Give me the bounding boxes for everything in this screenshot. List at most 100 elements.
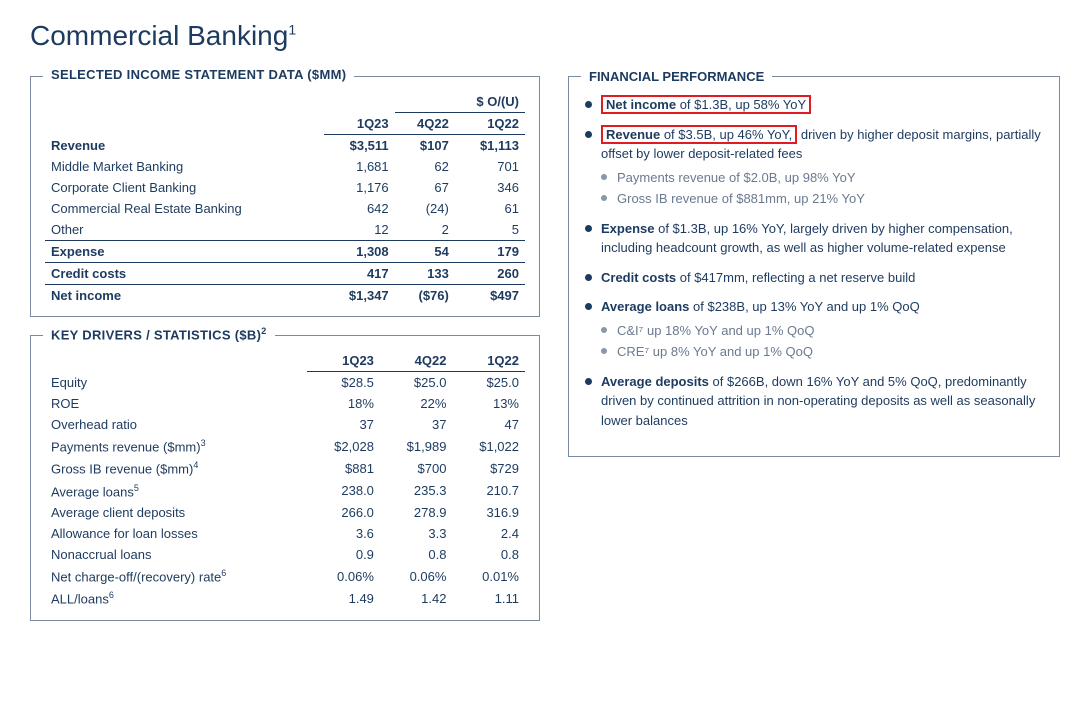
row-value: 13% — [452, 393, 525, 414]
sub-bullets: C&I⁷ up 18% YoY and up 1% QoQCRE⁷ up 8% … — [601, 321, 1043, 362]
highlight-box: Revenue of $3.5B, up 46% YoY, — [601, 125, 797, 144]
row-value: 346 — [455, 177, 525, 198]
table-row: Payments revenue ($mm)3$2,028$1,989$1,02… — [45, 435, 525, 457]
row-value: 37 — [380, 414, 453, 435]
row-value: 1.11 — [452, 587, 525, 609]
row-value: 62 — [395, 156, 455, 177]
table-row: Allowance for loan losses3.63.32.4 — [45, 523, 525, 544]
drivers-col-0: 1Q23 — [307, 350, 380, 372]
content-columns: SELECTED INCOME STATEMENT DATA ($MM) $ O… — [30, 76, 1060, 639]
row-value: 2.4 — [452, 523, 525, 544]
row-label: ALL/loans6 — [45, 587, 307, 609]
row-label: Allowance for loan losses — [45, 523, 307, 544]
performance-bullet: Average deposits of $266B, down 16% YoY … — [585, 372, 1043, 431]
row-value: $729 — [452, 457, 525, 479]
row-label: Equity — [45, 372, 307, 394]
row-value: $1,113 — [455, 135, 525, 157]
row-value: $25.0 — [452, 372, 525, 394]
table-row: Credit costs417133260 — [45, 263, 525, 285]
row-value: 133 — [395, 263, 455, 285]
row-value: 642 — [324, 198, 395, 219]
performance-bullet: Expense of $1.3B, up 16% YoY, largely dr… — [585, 219, 1043, 258]
page-title-text: Commercial Banking — [30, 20, 288, 51]
row-value: 3.3 — [380, 523, 453, 544]
table-row: Overhead ratio373747 — [45, 414, 525, 435]
income-col-headers: 1Q23 4Q22 1Q22 — [45, 113, 525, 135]
table-row: Middle Market Banking1,68162701 — [45, 156, 525, 177]
row-value: 37 — [307, 414, 380, 435]
row-label: Net charge-off/(recovery) rate6 — [45, 565, 307, 587]
drivers-col-1: 4Q22 — [380, 350, 453, 372]
drivers-panel-title: KEY DRIVERS / STATISTICS ($B)2 — [43, 326, 275, 342]
row-value: 1,308 — [324, 241, 395, 263]
drivers-table: 1Q23 4Q22 1Q22 Equity$28.5$25.0$25.0ROE1… — [45, 350, 525, 610]
row-value: 1,176 — [324, 177, 395, 198]
row-label: Expense — [45, 241, 324, 263]
row-label: Commercial Real Estate Banking — [45, 198, 324, 219]
income-table: $ O/(U) 1Q23 4Q22 1Q22 Revenue$3,511$107… — [45, 91, 525, 306]
row-label: Average loans5 — [45, 480, 307, 502]
row-value: 0.8 — [452, 544, 525, 565]
drivers-panel: KEY DRIVERS / STATISTICS ($B)2 1Q23 4Q22… — [30, 335, 540, 621]
row-label: Other — [45, 219, 324, 241]
sub-bullet: C&I⁷ up 18% YoY and up 1% QoQ — [601, 321, 1043, 341]
sub-bullets: Payments revenue of $2.0B, up 98% YoYGro… — [601, 168, 1043, 209]
row-value: 278.9 — [380, 502, 453, 523]
performance-panel-title: FINANCIAL PERFORMANCE — [581, 67, 772, 87]
sub-bullet: CRE⁷ up 8% YoY and up 1% QoQ — [601, 342, 1043, 362]
table-row: Average loans5238.0235.3210.7 — [45, 480, 525, 502]
income-col-0: 1Q23 — [324, 113, 395, 135]
row-value: 61 — [455, 198, 525, 219]
row-label: Payments revenue ($mm)3 — [45, 435, 307, 457]
performance-panel: FINANCIAL PERFORMANCE Net income of $1.3… — [568, 76, 1060, 457]
row-value: 12 — [324, 219, 395, 241]
income-super-header: $ O/(U) — [45, 91, 525, 113]
row-value: 179 — [455, 241, 525, 263]
row-label: Middle Market Banking — [45, 156, 324, 177]
row-value: 5 — [455, 219, 525, 241]
row-value: $1,347 — [324, 285, 395, 307]
income-col-2: 1Q22 — [455, 113, 525, 135]
row-value: 2 — [395, 219, 455, 241]
row-label: Credit costs — [45, 263, 324, 285]
performance-bullet: Net income of $1.3B, up 58% YoY — [585, 95, 1043, 115]
row-value: (24) — [395, 198, 455, 219]
row-value: 1,681 — [324, 156, 395, 177]
sub-bullet: Gross IB revenue of $881mm, up 21% YoY — [601, 189, 1043, 209]
row-value: ($76) — [395, 285, 455, 307]
table-row: ALL/loans61.491.421.11 — [45, 587, 525, 609]
right-column: FINANCIAL PERFORMANCE Net income of $1.3… — [568, 76, 1060, 639]
row-value: 266.0 — [307, 502, 380, 523]
income-panel-title: SELECTED INCOME STATEMENT DATA ($MM) — [43, 67, 354, 82]
row-value: 54 — [395, 241, 455, 263]
row-value: $107 — [395, 135, 455, 157]
row-value: $28.5 — [307, 372, 380, 394]
drivers-col-headers: 1Q23 4Q22 1Q22 — [45, 350, 525, 372]
table-row: Corporate Client Banking1,17667346 — [45, 177, 525, 198]
row-value: 67 — [395, 177, 455, 198]
row-value: $497 — [455, 285, 525, 307]
table-row: Average client deposits266.0278.9316.9 — [45, 502, 525, 523]
table-row: Equity$28.5$25.0$25.0 — [45, 372, 525, 394]
table-row: Nonaccrual loans0.90.80.8 — [45, 544, 525, 565]
row-value: $2,028 — [307, 435, 380, 457]
row-value: 1.42 — [380, 587, 453, 609]
left-column: SELECTED INCOME STATEMENT DATA ($MM) $ O… — [30, 76, 540, 639]
table-row: Gross IB revenue ($mm)4$881$700$729 — [45, 457, 525, 479]
drivers-panel-title-text: KEY DRIVERS / STATISTICS ($B) — [51, 327, 261, 342]
row-value: 417 — [324, 263, 395, 285]
ou-header: $ O/(U) — [395, 91, 525, 113]
performance-bullet: Revenue of $3.5B, up 46% YoY, driven by … — [585, 125, 1043, 209]
row-value: $3,511 — [324, 135, 395, 157]
row-value: 47 — [452, 414, 525, 435]
row-value: 0.8 — [380, 544, 453, 565]
page-title-sup: 1 — [288, 22, 296, 38]
table-row: Net charge-off/(recovery) rate60.06%0.06… — [45, 565, 525, 587]
row-label: Net income — [45, 285, 324, 307]
row-value: 238.0 — [307, 480, 380, 502]
row-value: 210.7 — [452, 480, 525, 502]
row-value: 316.9 — [452, 502, 525, 523]
sub-bullet: Payments revenue of $2.0B, up 98% YoY — [601, 168, 1043, 188]
row-label: Gross IB revenue ($mm)4 — [45, 457, 307, 479]
table-row: Commercial Real Estate Banking642(24)61 — [45, 198, 525, 219]
